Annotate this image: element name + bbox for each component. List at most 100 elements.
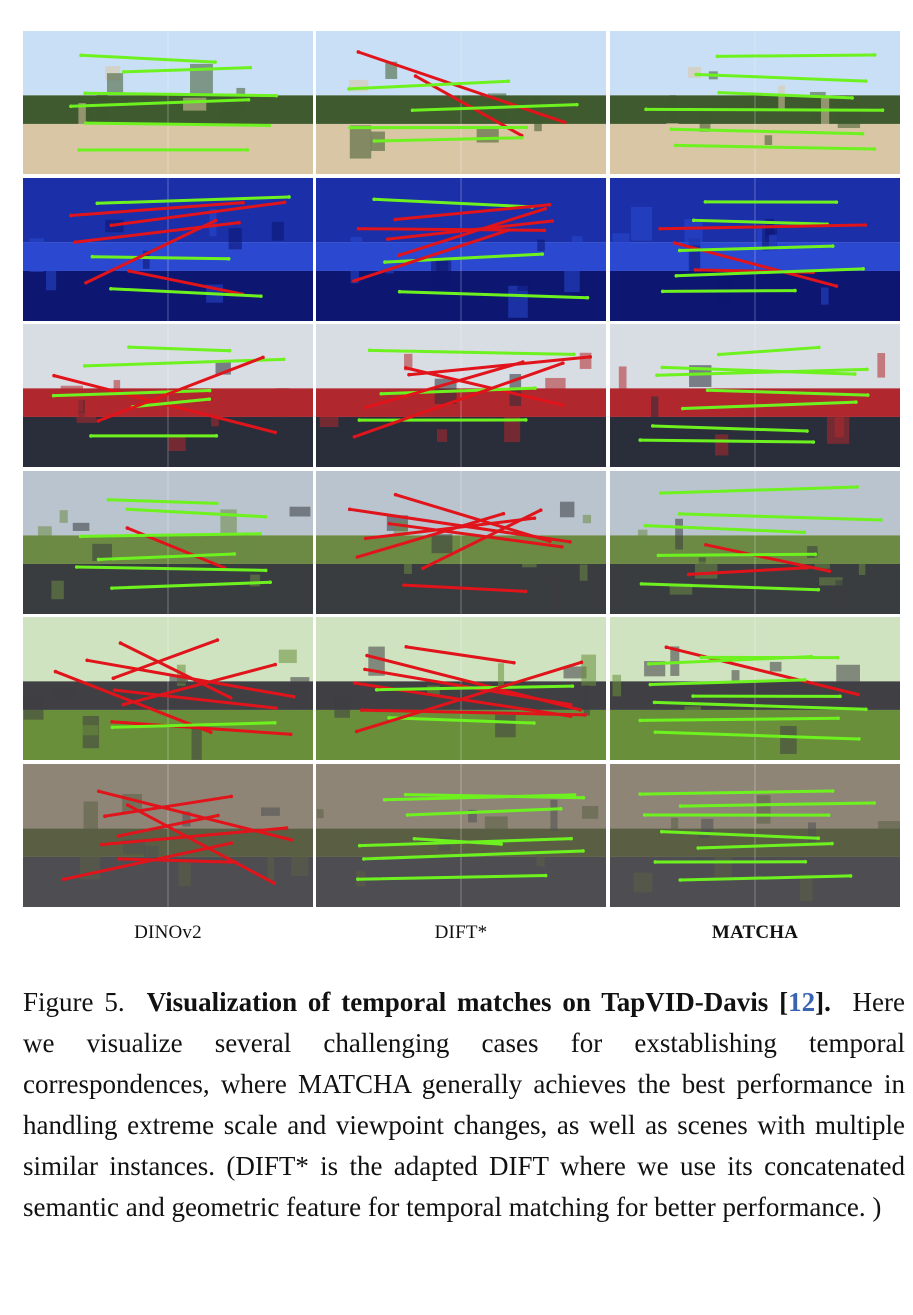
source-frame [316, 31, 461, 174]
match-point [258, 531, 262, 536]
match-line-red [126, 803, 276, 885]
match-point [658, 226, 662, 231]
citation-link[interactable]: 12 [788, 987, 816, 1017]
match-point [274, 93, 279, 98]
source-frame [316, 324, 461, 467]
target-frame [168, 471, 313, 614]
match-point [855, 485, 859, 489]
match-point [127, 345, 131, 349]
match-line-green [379, 386, 537, 396]
match-line-red [355, 512, 505, 559]
match-line-green [653, 730, 861, 741]
figure-grid [23, 31, 907, 909]
match-point [84, 280, 88, 285]
match-point [125, 803, 130, 807]
match-point [863, 223, 868, 227]
match-point [581, 795, 586, 800]
match-line-red [69, 201, 245, 217]
match-line-green [677, 512, 883, 522]
match-point [550, 219, 555, 223]
match-image-electronics-store-dift [316, 324, 606, 467]
match-point [827, 569, 832, 573]
match-point [82, 364, 87, 368]
match-point [879, 518, 883, 522]
match-point [237, 220, 241, 225]
match-point [507, 228, 511, 232]
match-point [282, 200, 287, 205]
match-point [646, 662, 651, 666]
match-line-green [383, 793, 576, 802]
match-point [110, 720, 114, 724]
match-point [656, 553, 661, 558]
match-point [677, 248, 682, 253]
match-point [69, 213, 73, 218]
match-point [288, 732, 293, 737]
match-line-red [127, 269, 244, 296]
match-point [850, 96, 854, 100]
match-point [704, 542, 708, 547]
match-point [678, 878, 683, 882]
match-point [648, 682, 653, 687]
match-point [359, 708, 364, 712]
match-line-red [85, 658, 296, 699]
match-point [501, 511, 506, 516]
match-point [651, 424, 655, 428]
match-line-green [674, 143, 876, 151]
match-line-green [681, 400, 858, 411]
match-point [284, 826, 289, 830]
match-line-green [679, 801, 876, 808]
match-point [705, 388, 710, 393]
match-line-green [75, 565, 268, 572]
match-line-green [660, 830, 820, 840]
match-point [523, 589, 528, 594]
match-point [77, 148, 81, 152]
match-line-red [355, 660, 583, 733]
match-point [538, 508, 543, 512]
match-point [581, 849, 585, 853]
column-label-matcha: MATCHA [711, 922, 799, 943]
match-point [85, 658, 89, 663]
match-line-red [394, 493, 552, 543]
match-point [570, 684, 575, 688]
match-point [363, 536, 368, 541]
match-point [572, 793, 577, 797]
match-line-green [131, 397, 211, 409]
match-point [362, 857, 366, 861]
match-point [524, 418, 528, 422]
match-point [287, 195, 291, 199]
match-point [84, 121, 88, 125]
match-line-green [715, 53, 877, 58]
match-point [681, 406, 685, 411]
match-line-red [113, 688, 278, 710]
match-point [215, 501, 219, 506]
source-frame [610, 178, 755, 321]
match-point [110, 586, 114, 590]
match-point [352, 279, 356, 283]
target-frame [755, 31, 900, 174]
match-point [413, 74, 418, 78]
match-point [677, 512, 682, 516]
match-point [830, 789, 835, 793]
match-line-green [661, 289, 797, 293]
match-point [402, 583, 406, 587]
match-point [693, 268, 698, 272]
match-line-green [106, 498, 219, 505]
match-point [854, 400, 858, 404]
match-point [569, 836, 573, 841]
source-frame [23, 178, 168, 321]
match-line-green [694, 72, 868, 83]
match-point [229, 794, 234, 799]
match-line-green [674, 267, 865, 278]
match-point [357, 418, 362, 422]
match-image-electronics-store-matcha [610, 324, 900, 467]
match-point [678, 804, 683, 808]
match-point [272, 881, 277, 886]
match-line-red [386, 219, 554, 241]
match-point [354, 729, 359, 734]
match-point [78, 534, 83, 539]
match-line-green [362, 849, 585, 861]
caption-title: Visualization of temporal matches on Tap… [147, 987, 831, 1017]
match-line-red [103, 794, 233, 818]
match-point [261, 355, 265, 360]
match-line-green [647, 655, 813, 666]
